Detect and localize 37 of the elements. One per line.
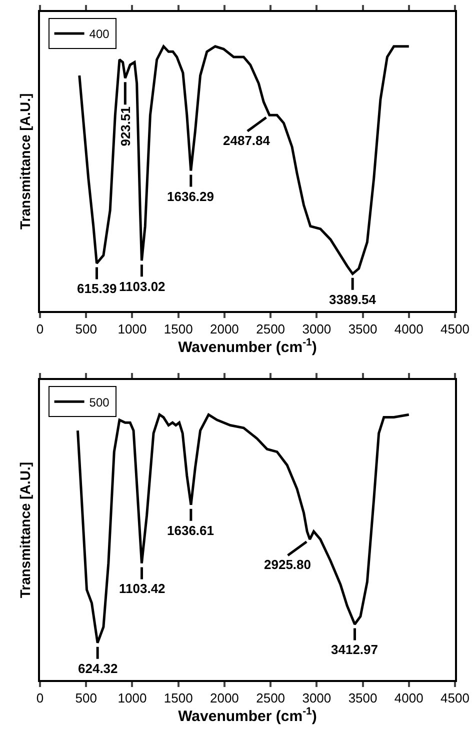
x-tick-label: 1500 (164, 321, 193, 336)
x-tick-label: 1500 (164, 690, 193, 706)
annotation: 923.51 (118, 106, 134, 146)
x-tick-label: 500 (75, 321, 97, 336)
x-tick-label: 3000 (302, 690, 332, 706)
legend-label: 500 (89, 395, 110, 410)
x-tick-label: 2500 (256, 321, 286, 336)
x-tick-label: 2500 (256, 690, 286, 706)
x-axis-title: Wavenumber (cm$^{-1}$) (178, 706, 317, 725)
x-tick-label: 2000 (210, 321, 239, 336)
x-tick-label: 0 (36, 321, 44, 336)
x-tick-label: 1000 (118, 690, 147, 706)
x-tick-label: 0 (36, 690, 44, 706)
x-tick-label: 4500 (440, 321, 470, 336)
y-axis-title: Transmittance [A.U.] (17, 462, 34, 598)
x-tick-label: 1000 (118, 321, 147, 336)
x-tick-label: 4000 (394, 690, 424, 706)
legend-label: 400 (89, 27, 110, 42)
x-axis-title: Wavenumber (cm$^{-1}$) (178, 336, 317, 356)
annotation: 3412.97 (331, 642, 378, 657)
x-tick-label: 4000 (394, 321, 424, 336)
annotation: 1103.42 (119, 581, 166, 596)
annotation: 3389.54 (329, 292, 377, 307)
x-tick-label: 3500 (348, 690, 378, 706)
x-tick-label: 500 (75, 690, 97, 706)
annotation: 2925.80 (264, 557, 311, 572)
x-tick-label: 4500 (440, 690, 470, 706)
annotation: 1636.61 (167, 523, 214, 538)
annotation: 1636.29 (167, 189, 214, 204)
y-axis-title: Transmittance [A.U.] (17, 93, 34, 230)
annotation: 1103.02 (119, 279, 166, 294)
annotation: 624.32 (78, 661, 118, 676)
annotation: 615.39 (77, 281, 117, 296)
annotation: 2487.84 (223, 133, 271, 148)
x-tick-label: 3500 (348, 321, 378, 336)
x-tick-label: 3000 (302, 321, 332, 336)
x-tick-label: 2000 (210, 690, 239, 706)
